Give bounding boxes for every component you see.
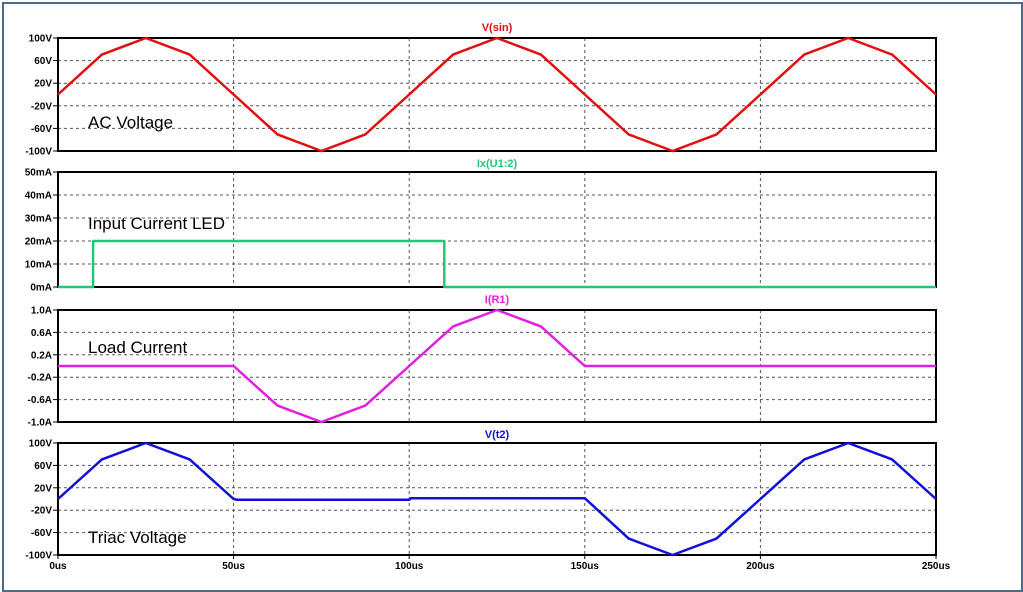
- panel-3: 1.0A 0.6A 0.2A -0.2A -0.6A -1.0A I(R1) Load Cur…: [28, 294, 937, 429]
- y-tick-label: -60V: [31, 528, 52, 539]
- y-tick-label: 60V: [34, 56, 52, 67]
- y-tick-label: -1.0A: [28, 418, 52, 429]
- y-tick-label: 40mA: [25, 191, 52, 202]
- y-tick-label: 100V: [29, 34, 53, 45]
- panel-4: 100V 60V 20V -20V -60V -100V V(t2) Triac Voltag…: [25, 429, 937, 562]
- x-tick-label: 0us: [49, 561, 67, 572]
- series-line: [58, 308, 936, 424]
- panel-title: V(t2): [485, 429, 510, 441]
- y-tick-label: -100V: [25, 551, 52, 562]
- series-line: [57, 441, 937, 557]
- y-tick-label: 100V: [29, 439, 53, 450]
- y-tick-label: 50mA: [25, 168, 52, 179]
- y-tick-label: -60V: [31, 124, 52, 135]
- x-tick-label: 150us: [571, 561, 600, 572]
- panel-1: 100V 60V 20V -20V -60V -100V V(sin) AC Voltage: [25, 22, 937, 158]
- y-tick-label: -0.6A: [28, 395, 52, 406]
- y-tick-label: 0.6A: [31, 328, 52, 339]
- panel-title: Ix(U1:2): [477, 158, 518, 170]
- y-tick-label: 0mA: [30, 283, 52, 294]
- y-tick-label: 60V: [34, 461, 52, 472]
- panel-title: V(sin): [482, 22, 513, 34]
- y-tick-label: -100V: [25, 147, 52, 158]
- y-tick-label: 20V: [34, 483, 52, 494]
- y-tick-label: -0.2A: [28, 373, 52, 384]
- panel-title: I(R1): [485, 294, 510, 306]
- x-tick-label: 250us: [922, 561, 951, 572]
- y-tick-label: 30mA: [25, 214, 52, 225]
- y-tick-label: -20V: [31, 506, 52, 517]
- series-line: [58, 239, 936, 289]
- series-line: [57, 36, 937, 153]
- x-tick-label: 50us: [222, 561, 245, 572]
- y-tick-label: 1.0A: [31, 306, 52, 317]
- y-tick-label: 20mA: [25, 237, 52, 248]
- x-tick-label: 200us: [746, 561, 775, 572]
- x-tick-label: 100us: [395, 561, 424, 572]
- y-tick-label: 20V: [34, 79, 52, 90]
- panel-annotation: AC Voltage: [88, 113, 173, 132]
- y-tick-label: 10mA: [25, 260, 52, 271]
- panel-2: 50mA 40mA 30mA 20mA 10mA 0mA Ix(U1:2) Input Cur…: [25, 158, 937, 294]
- panel-annotation: Load Current: [88, 338, 188, 357]
- panel-annotation: Triac Voltage: [88, 528, 187, 547]
- y-tick-label: 0.2A: [31, 350, 52, 361]
- panel-annotation: Input Current LED: [88, 214, 225, 233]
- y-tick-label: -20V: [31, 101, 52, 112]
